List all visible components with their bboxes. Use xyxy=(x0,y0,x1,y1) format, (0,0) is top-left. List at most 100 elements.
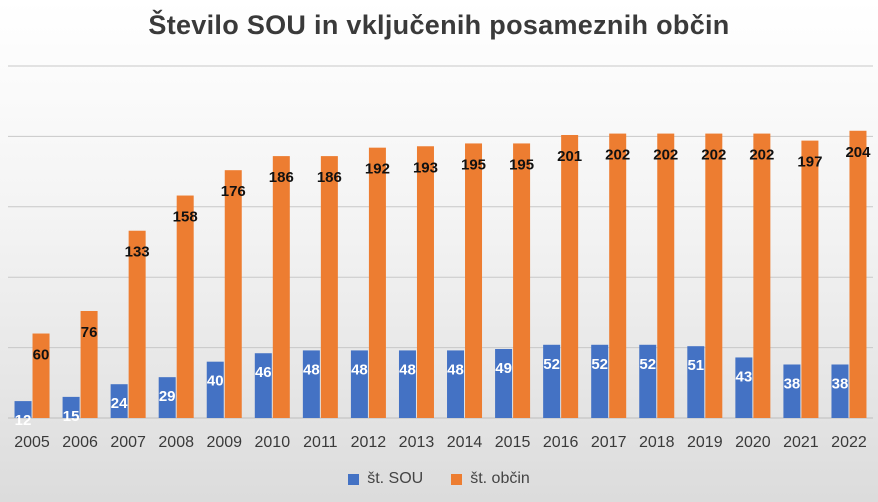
value-label-obcin-2017: 202 xyxy=(605,147,630,164)
x-tick-label-2017: 2017 xyxy=(591,434,627,451)
x-tick-label-2010: 2010 xyxy=(255,434,291,451)
value-label-sou-2015: 49 xyxy=(495,360,512,377)
bar-sou-2011 xyxy=(302,350,320,418)
value-label-sou-2012: 48 xyxy=(351,361,368,378)
value-label-obcin-2015: 195 xyxy=(509,156,534,173)
value-label-sou-2009: 40 xyxy=(207,373,224,390)
bar-sou-2020 xyxy=(735,357,753,418)
x-tick-label-2022: 2022 xyxy=(831,434,867,451)
bar-sou-2016 xyxy=(543,344,561,418)
bar-obcin-2018 xyxy=(657,133,675,419)
value-label-sou-2013: 48 xyxy=(399,361,416,378)
bar-sou-2010 xyxy=(254,353,272,418)
bar-obcin-2009 xyxy=(224,170,242,418)
bar-obcin-2011 xyxy=(320,156,338,418)
x-tick-label-2014: 2014 xyxy=(447,434,483,451)
x-tick-label-2008: 2008 xyxy=(158,434,194,451)
value-label-obcin-2005: 60 xyxy=(33,347,50,364)
legend-swatch-obcin xyxy=(451,473,463,485)
x-tick-label-2013: 2013 xyxy=(399,434,435,451)
x-tick-label-2006: 2006 xyxy=(62,434,98,451)
legend-item-sou[interactable]: št. SOU xyxy=(348,470,423,488)
x-tick-label-2007: 2007 xyxy=(110,434,146,451)
value-label-sou-2020: 43 xyxy=(736,368,753,385)
bars xyxy=(14,130,867,419)
value-label-sou-2019: 51 xyxy=(687,357,704,374)
bar-obcin-2016 xyxy=(561,134,579,418)
gridlines xyxy=(8,65,873,419)
bar-sou-2006 xyxy=(62,396,80,418)
value-label-sou-2005: 12 xyxy=(15,412,32,429)
value-label-obcin-2020: 202 xyxy=(749,147,774,164)
x-axis-ticks: 2005 2006 2007 2008 2009 2010 2011 2012 2013 2014… xyxy=(14,434,867,451)
bar-sou-2012 xyxy=(350,350,368,418)
bar-obcin-2010 xyxy=(272,156,290,418)
legend: št. SOU št. občin xyxy=(0,470,878,488)
x-tick-label-2015: 2015 xyxy=(495,434,531,451)
bar-sou-2009 xyxy=(206,361,224,418)
value-label-sou-2021: 38 xyxy=(784,375,801,392)
value-label-obcin-2022: 204 xyxy=(845,144,871,161)
bar-obcin-2012 xyxy=(368,147,386,418)
value-label-obcin-2018: 202 xyxy=(653,147,678,164)
value-label-obcin-2006: 76 xyxy=(81,324,98,341)
value-label-sou-2014: 48 xyxy=(447,361,464,378)
bar-obcin-2008 xyxy=(176,195,194,418)
bar-sou-2008 xyxy=(158,377,176,418)
value-label-sou-2010: 46 xyxy=(255,364,272,381)
x-tick-label-2018: 2018 xyxy=(639,434,675,451)
value-label-obcin-2019: 202 xyxy=(701,147,726,164)
value-label-obcin-2011: 186 xyxy=(317,169,342,186)
bar-sou-2015 xyxy=(495,349,513,418)
value-label-sou-2008: 29 xyxy=(159,388,176,405)
bar-obcin-2015 xyxy=(513,143,531,418)
x-tick-label-2020: 2020 xyxy=(735,434,771,451)
bar-obcin-2006 xyxy=(80,310,98,418)
bar-sou-2021 xyxy=(783,364,801,418)
value-label-obcin-2007: 133 xyxy=(125,244,150,261)
value-label-obcin-2012: 192 xyxy=(365,161,390,178)
value-label-sou-2006: 15 xyxy=(63,408,80,425)
x-tick-label-2005: 2005 xyxy=(14,434,50,451)
value-label-sou-2011: 48 xyxy=(303,361,320,378)
value-label-sou-2007: 24 xyxy=(111,395,128,412)
bar-sou-2005 xyxy=(14,401,32,418)
bar-sou-2017 xyxy=(591,344,609,418)
value-label-obcin-2009: 176 xyxy=(221,183,246,200)
value-labels: 12 60 15 76 24 133 29 158 40 176 46 186 48 186 48 192 48… xyxy=(15,144,871,429)
value-label-sou-2016: 52 xyxy=(543,356,560,373)
bar-sou-2022 xyxy=(831,364,849,418)
x-tick-label-2019: 2019 xyxy=(687,434,723,451)
value-label-obcin-2014: 195 xyxy=(461,156,486,173)
x-tick-label-2009: 2009 xyxy=(206,434,242,451)
legend-swatch-sou xyxy=(348,473,360,485)
x-tick-label-2012: 2012 xyxy=(351,434,387,451)
value-label-obcin-2021: 197 xyxy=(797,154,822,171)
value-label-sou-2017: 52 xyxy=(591,356,608,373)
bar-obcin-2022 xyxy=(849,130,867,418)
bar-chart: 12 60 15 76 24 133 29 158 40 176 46 186 48 186 48 192 48… xyxy=(8,65,873,451)
legend-item-obcin[interactable]: št. občin xyxy=(451,470,530,488)
bar-obcin-2013 xyxy=(416,146,434,419)
value-label-obcin-2016: 201 xyxy=(557,148,582,165)
legend-label-obcin: št. občin xyxy=(470,470,530,487)
value-label-obcin-2013: 193 xyxy=(413,159,438,176)
bar-obcin-2021 xyxy=(801,140,819,418)
bar-sou-2014 xyxy=(447,350,465,418)
value-label-obcin-2010: 186 xyxy=(269,169,294,186)
bar-sou-2019 xyxy=(687,346,705,418)
x-tick-label-2016: 2016 xyxy=(543,434,579,451)
bar-obcin-2014 xyxy=(465,143,483,418)
value-label-sou-2018: 52 xyxy=(639,356,656,373)
bar-sou-2013 xyxy=(398,350,416,418)
legend-label-sou: št. SOU xyxy=(367,470,424,487)
x-tick-label-2021: 2021 xyxy=(783,434,819,451)
chart-title: Število SOU in vključenih posameznih obč… xyxy=(148,10,730,40)
value-label-obcin-2008: 158 xyxy=(173,209,198,226)
bar-obcin-2005 xyxy=(32,333,50,418)
bar-sou-2018 xyxy=(639,344,657,418)
bar-obcin-2020 xyxy=(753,133,771,419)
bar-sou-2007 xyxy=(110,384,128,418)
value-label-sou-2022: 38 xyxy=(832,375,849,392)
bar-obcin-2007 xyxy=(128,230,146,418)
